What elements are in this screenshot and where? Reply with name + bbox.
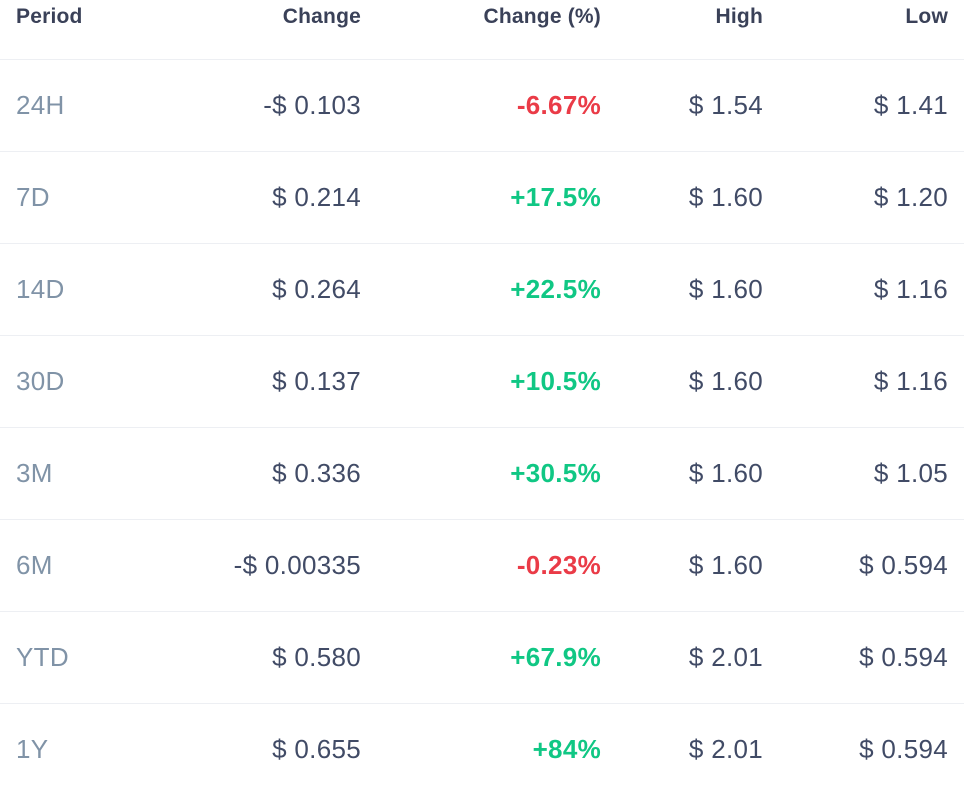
high-cell: $ 1.60 [688, 181, 763, 212]
change-cell: $ 0.580 [272, 641, 361, 672]
table-row: 30D $ 0.137 +10.5% $ 1.60 $ 1.16 [0, 335, 964, 427]
low-cell: $ 1.20 [873, 181, 948, 212]
low-cell: $ 1.16 [873, 273, 948, 304]
change-cell: -$ 0.103 [263, 89, 361, 120]
table-row: 24H -$ 0.103 -6.67% $ 1.54 $ 1.41 [0, 59, 964, 151]
period-cell: 30D [16, 365, 65, 396]
high-cell: $ 1.60 [688, 365, 763, 396]
table-row: 6M -$ 0.00335 -0.23% $ 1.60 $ 0.594 [0, 519, 964, 611]
change-pct-cell: +84% [532, 733, 601, 764]
column-header-change-pct: Change (%) [483, 5, 601, 28]
table-row: 1Y $ 0.655 +84% $ 2.01 $ 0.594 [0, 703, 964, 795]
change-pct-cell: +17.5% [510, 181, 601, 212]
period-cell: 6M [16, 549, 53, 580]
column-header-period: Period [16, 5, 83, 28]
period-cell: 1Y [16, 733, 49, 764]
header-row: Period Change Change (%) High Low [0, 0, 964, 59]
high-cell: $ 1.60 [688, 457, 763, 488]
high-cell: $ 2.01 [688, 733, 763, 764]
change-cell: $ 0.264 [272, 273, 361, 304]
period-cell: 24H [16, 89, 65, 120]
period-cell: 3M [16, 457, 53, 488]
column-header-high: High [715, 5, 763, 28]
change-pct-cell: -6.67% [516, 89, 601, 120]
low-cell: $ 1.41 [873, 89, 948, 120]
change-pct-cell: +10.5% [510, 365, 601, 396]
low-cell: $ 1.05 [873, 457, 948, 488]
period-cell: 14D [16, 273, 65, 304]
change-cell: $ 0.214 [272, 181, 361, 212]
high-cell: $ 1.60 [688, 549, 763, 580]
low-cell: $ 1.16 [873, 365, 948, 396]
high-cell: $ 1.54 [688, 89, 763, 120]
period-cell: 7D [16, 181, 50, 212]
table-row: 14D $ 0.264 +22.5% $ 1.60 $ 1.16 [0, 243, 964, 335]
change-pct-cell: -0.23% [516, 549, 601, 580]
low-cell: $ 0.594 [859, 641, 948, 672]
change-cell: -$ 0.00335 [233, 549, 361, 580]
low-cell: $ 0.594 [859, 549, 948, 580]
change-cell: $ 0.655 [272, 733, 361, 764]
column-header-low: Low [905, 5, 948, 28]
column-header-change: Change [282, 5, 361, 28]
change-pct-cell: +30.5% [510, 457, 601, 488]
change-pct-cell: +67.9% [510, 641, 601, 672]
low-cell: $ 0.594 [859, 733, 948, 764]
period-cell: YTD [16, 641, 69, 672]
table-row: YTD $ 0.580 +67.9% $ 2.01 $ 0.594 [0, 611, 964, 703]
high-cell: $ 2.01 [688, 641, 763, 672]
table-row: 3M $ 0.336 +30.5% $ 1.60 $ 1.05 [0, 427, 964, 519]
change-pct-cell: +22.5% [510, 273, 601, 304]
change-cell: $ 0.336 [272, 457, 361, 488]
change-cell: $ 0.137 [272, 365, 361, 396]
table-row: 7D $ 0.214 +17.5% $ 1.60 $ 1.20 [0, 151, 964, 243]
high-cell: $ 1.60 [688, 273, 763, 304]
